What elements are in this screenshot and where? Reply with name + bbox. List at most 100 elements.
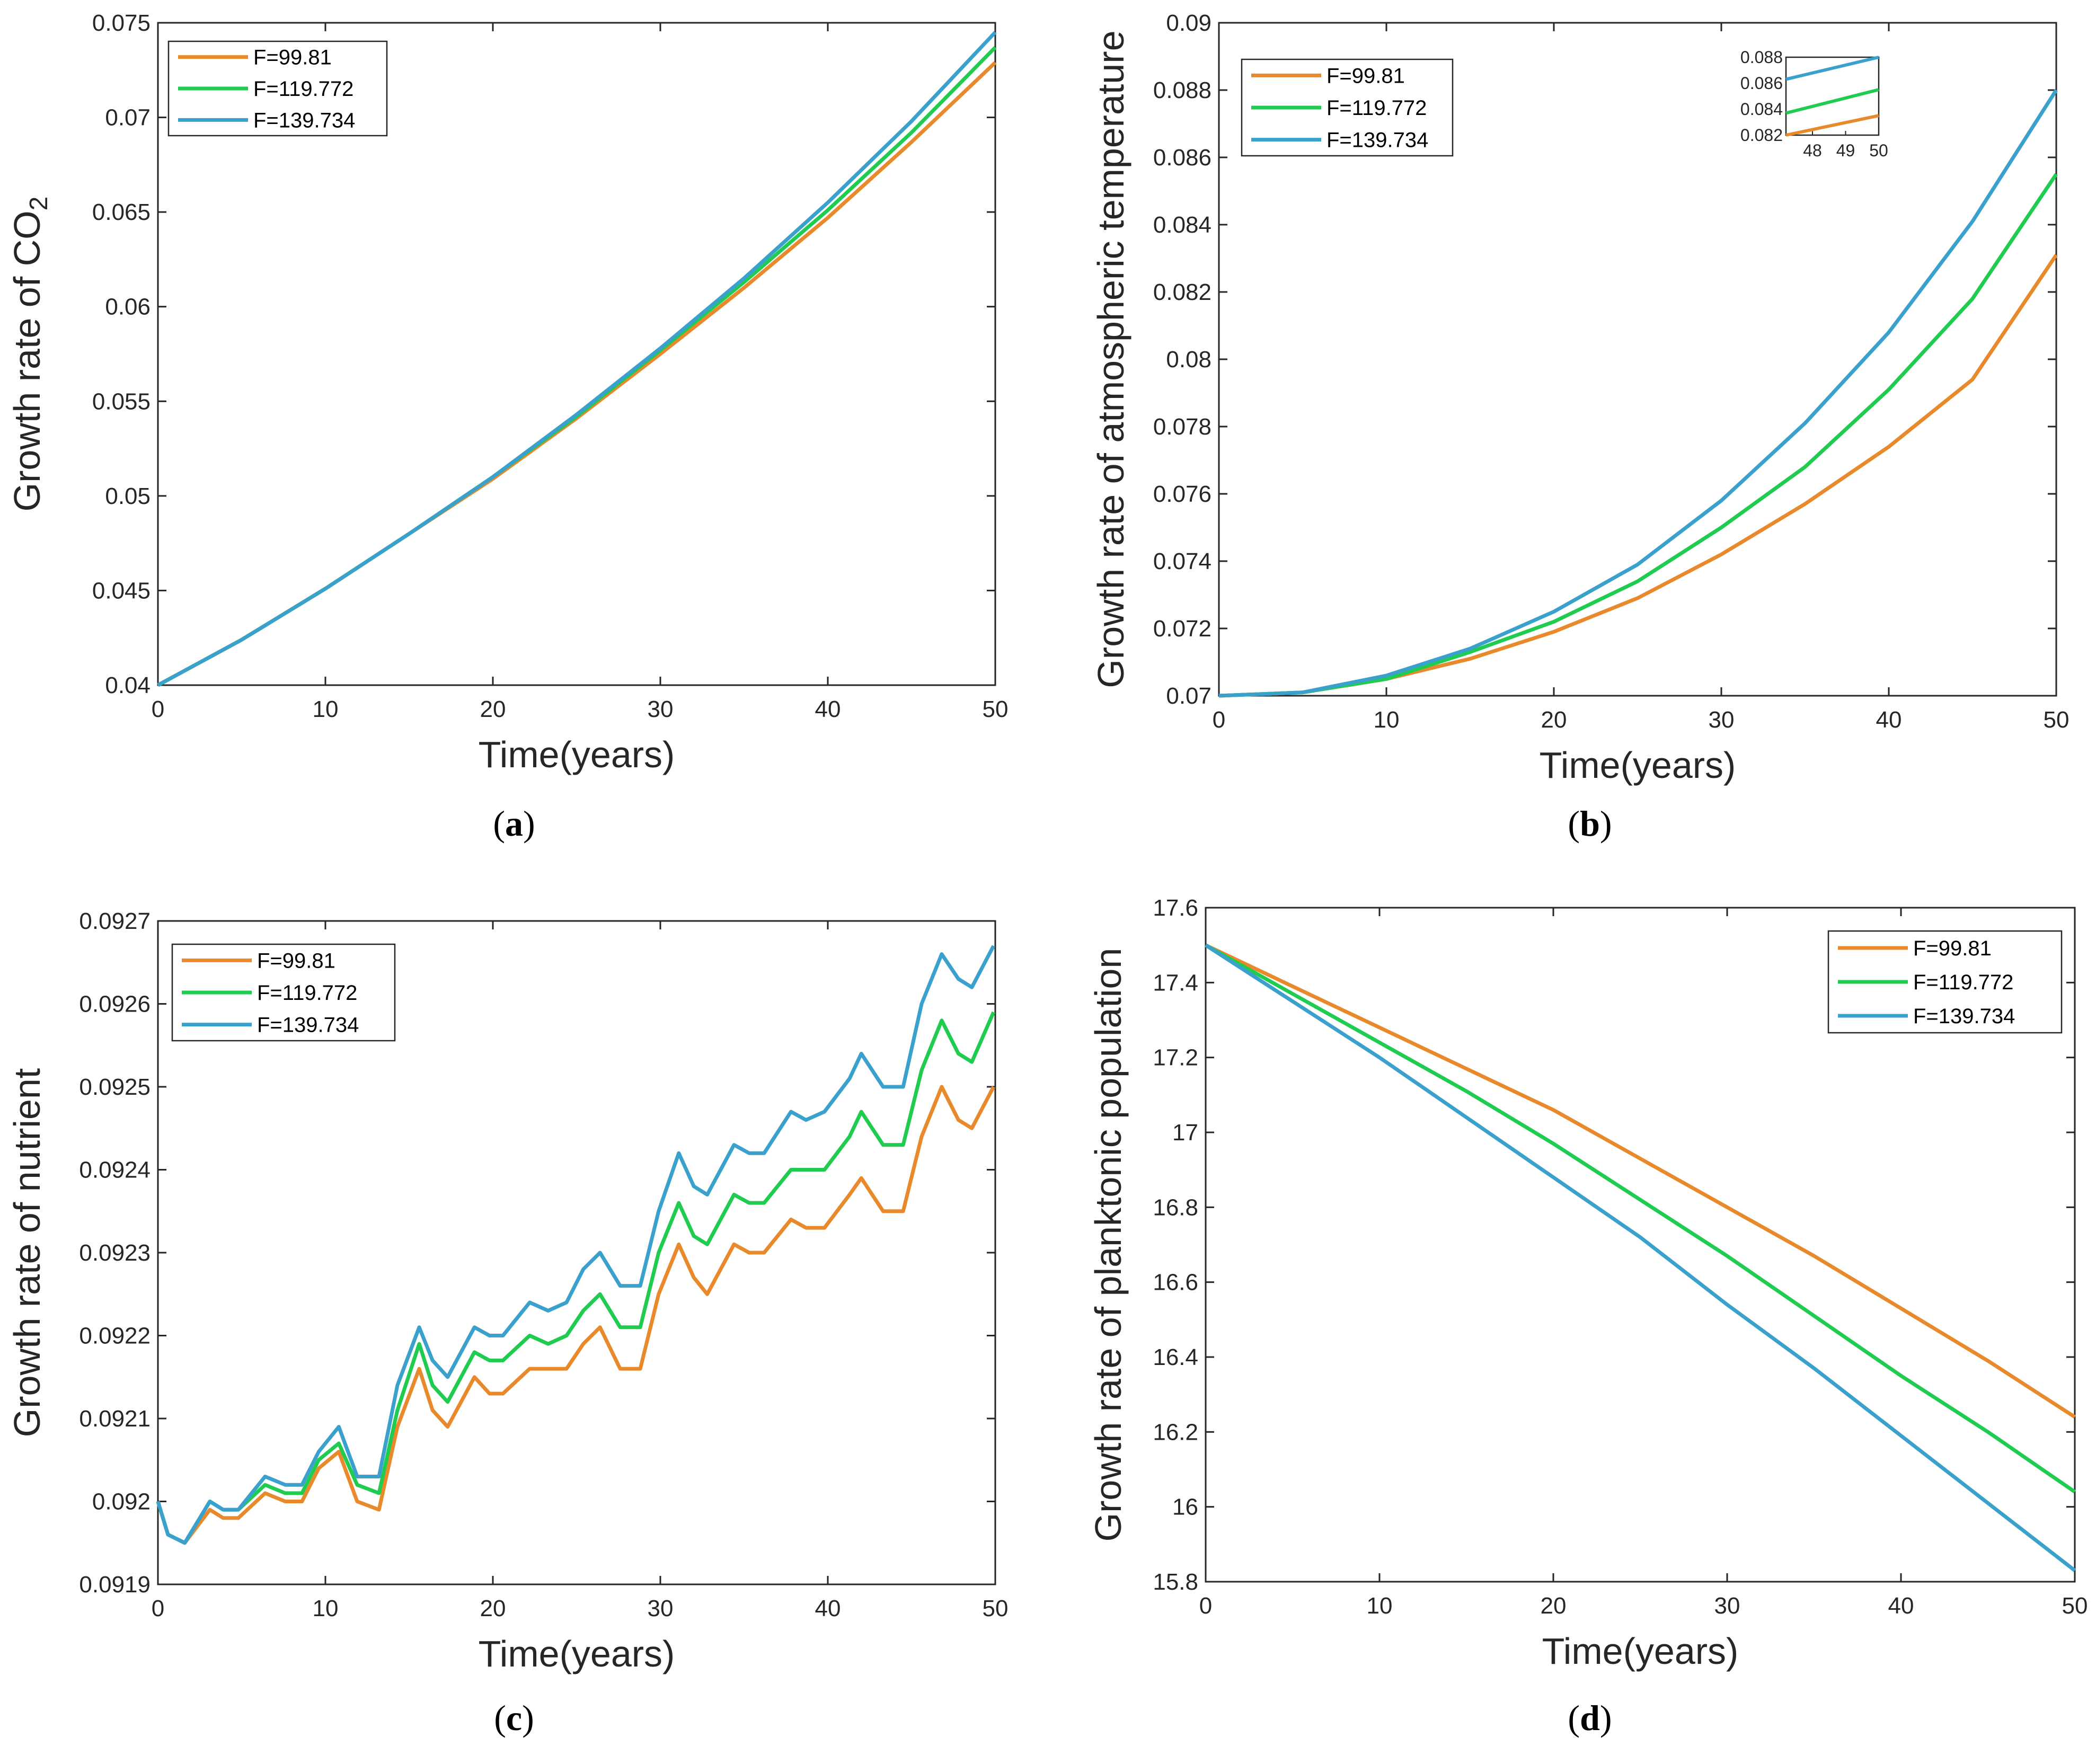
legend-d: F=99.81 F=119.772 F=139.734 <box>1827 930 2063 1034</box>
y-tick-label: 0.0925 <box>79 1074 151 1100</box>
panel-caption-b: (b) <box>1568 803 1612 844</box>
legend-label-1: F=99.81 <box>257 949 335 972</box>
x-tick-label: 20 <box>1541 707 1567 733</box>
x-tick-label: 20 <box>480 1595 506 1621</box>
panel-c-chart: 0 10 20 30 40 50 0.0919 0.092 0.0921 0.0922 0.0923… <box>6 908 1008 1674</box>
y-tick-label: 0.07 <box>1166 683 1211 709</box>
legend-label-3: F=139.734 <box>257 1014 359 1037</box>
x-tick-label: 20 <box>480 696 506 722</box>
inset-y-tick-label: 0.084 <box>1740 100 1783 119</box>
series-line-1 <box>1205 943 2076 1419</box>
y-tick-label: 16.6 <box>1153 1270 1198 1296</box>
legend-label-2: F=119.772 <box>257 981 357 1005</box>
x-axis-title: Time(years) <box>1540 744 1736 786</box>
panel-a-chart: 0 10 20 30 40 50 0.04 0.045 0.05 0.055 0.06 0.065 0.… <box>6 10 1008 775</box>
x-tick-label: 0 <box>152 696 164 722</box>
x-tick-label: 30 <box>648 696 674 722</box>
y-tick-label: 0.08 <box>1166 347 1211 373</box>
x-tick-label: 50 <box>983 696 1009 722</box>
x-tick-label: 20 <box>1541 1593 1567 1619</box>
y-tick-label: 0.0923 <box>79 1240 151 1266</box>
legend-c: F=99.81 F=119.772 F=139.734 <box>171 943 396 1042</box>
legend-label-3: F=139.734 <box>1326 129 1428 152</box>
x-tick-label: 10 <box>1374 707 1400 733</box>
y-tick-label: 0.076 <box>1153 481 1211 507</box>
inset-x-tick-label: 49 <box>1836 141 1855 160</box>
y-tick-label: 17.2 <box>1153 1045 1198 1071</box>
legend-b: F=99.81 F=119.772 F=139.734 <box>1241 58 1454 157</box>
y-tick-label: 17.4 <box>1153 970 1198 996</box>
x-tick-label: 0 <box>152 1595 164 1621</box>
legend-label-3: F=139.734 <box>253 109 355 132</box>
legend-label-1: F=99.81 <box>1913 937 1992 960</box>
x-tick-label: 30 <box>1709 707 1735 733</box>
series-line-2 <box>1205 943 2076 1494</box>
x-tick-label: 50 <box>983 1595 1009 1621</box>
inset-y-tick-label: 0.088 <box>1740 48 1783 67</box>
legend-label-2: F=119.772 <box>1913 971 2013 994</box>
y-tick-label: 0.065 <box>92 199 151 225</box>
y-tick-label: 0.078 <box>1153 414 1211 440</box>
x-tick-label: 50 <box>2044 707 2070 733</box>
x-axis-title: Time(years) <box>479 734 675 775</box>
x-axis-title: Time(years) <box>1542 1630 1739 1672</box>
y-tick-label: 17 <box>1172 1120 1198 1146</box>
y-tick-label: 0.086 <box>1153 145 1211 171</box>
y-tick-label: 0.075 <box>92 10 151 36</box>
y-tick-label: 0.05 <box>105 483 151 509</box>
panel-caption-b-letter: b <box>1580 803 1600 844</box>
inset-x-tick-label: 48 <box>1803 141 1822 160</box>
panel-d-chart: 0 10 20 30 40 50 15.8 16 16.2 16.4 16.6 16.8 17 17.2 1… <box>1087 895 2088 1672</box>
y-tick-label: 0.06 <box>105 294 151 320</box>
legend-label-2: F=119.772 <box>253 77 353 101</box>
x-tick-label: 50 <box>2062 1593 2088 1619</box>
inset-x-tick-label: 50 <box>1869 141 1888 160</box>
y-tick-label: 0.084 <box>1153 212 1211 238</box>
series-line-2 <box>156 1011 996 1545</box>
y-tick-label: 16 <box>1172 1494 1198 1520</box>
x-tick-label: 10 <box>313 696 339 722</box>
y-tick-label: 16.8 <box>1153 1194 1198 1220</box>
y-tick-label: 0.04 <box>105 672 151 698</box>
legend-label-2: F=119.772 <box>1326 96 1427 120</box>
inset-y-tick-label: 0.082 <box>1740 126 1783 145</box>
x-tick-label: 10 <box>313 1595 339 1621</box>
inset-series-line-3 <box>1785 56 1879 81</box>
y-tick-label: 0.0919 <box>79 1572 151 1598</box>
x-tick-label: 30 <box>1714 1593 1740 1619</box>
y-tick-label: 0.0922 <box>79 1323 151 1349</box>
y-tick-label: 0.072 <box>1153 616 1211 642</box>
y-tick-label: 0.09 <box>1166 10 1211 36</box>
y-tick-label: 16.2 <box>1153 1419 1198 1445</box>
y-tick-label: 0.092 <box>92 1489 151 1515</box>
x-tick-label: 0 <box>1199 1593 1212 1619</box>
y-tick-label: 0.0927 <box>79 908 151 934</box>
y-tick-label: 0.0924 <box>79 1157 151 1183</box>
legend-label-1: F=99.81 <box>1326 64 1405 87</box>
y-tick-label: 0.045 <box>92 578 151 604</box>
series-line-3 <box>1218 89 2058 698</box>
y-tick-label: 15.8 <box>1153 1569 1198 1595</box>
y-axis-title-subscript: 2 <box>25 197 53 211</box>
series-line-3 <box>1205 943 2076 1572</box>
panel-caption-a: (a) <box>493 803 535 844</box>
inset-chart-b: 0.082 0.084 0.086 0.088 48 49 50 <box>1740 48 1888 160</box>
legend-label-1: F=99.81 <box>253 46 332 69</box>
x-tick-label: 40 <box>815 1595 841 1621</box>
inset-series-line-2 <box>1785 88 1879 115</box>
x-tick-label: 30 <box>648 1595 674 1621</box>
panel-caption-c: (c) <box>494 1698 534 1738</box>
x-tick-label: 40 <box>815 696 841 722</box>
x-tick-label: 0 <box>1213 707 1225 733</box>
x-tick-label: 40 <box>1888 1593 1914 1619</box>
legend-a: F=99.81 F=119.772 F=139.734 <box>167 40 388 137</box>
series-line-3 <box>156 945 995 1545</box>
inset-y-tick-label: 0.086 <box>1740 74 1783 93</box>
y-tick-label: 0.088 <box>1153 77 1211 103</box>
panel-caption-c-letter: c <box>506 1698 522 1738</box>
legend-label-3: F=139.734 <box>1913 1005 2015 1028</box>
y-axis-title: Growth rate of CO2 <box>6 197 53 512</box>
x-tick-label: 10 <box>1367 1593 1393 1619</box>
panel-caption-a-letter: a <box>505 803 523 844</box>
